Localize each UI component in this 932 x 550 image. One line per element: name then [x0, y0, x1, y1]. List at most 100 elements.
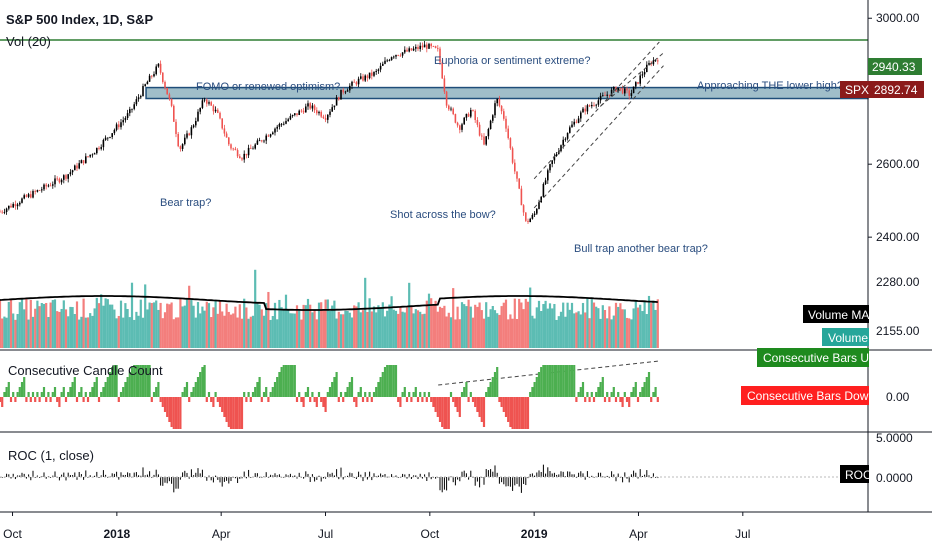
- roc-bar[interactable]: [408, 473, 410, 477]
- consecutive-bar[interactable]: [155, 387, 158, 397]
- roc-bar[interactable]: [457, 477, 459, 480]
- candle-body[interactable]: [518, 178, 520, 189]
- roc-bar[interactable]: [531, 473, 533, 477]
- volume-bar[interactable]: [31, 316, 35, 348]
- consecutive-bar[interactable]: [309, 397, 312, 402]
- candle-body[interactable]: [643, 71, 646, 75]
- volume-bar[interactable]: [619, 303, 622, 348]
- roc-bar[interactable]: [487, 470, 489, 477]
- volume-bar[interactable]: [449, 317, 453, 348]
- roc-bar[interactable]: [278, 474, 280, 477]
- candle-body[interactable]: [503, 111, 505, 119]
- roc-bar[interactable]: [468, 477, 470, 480]
- candle-body[interactable]: [307, 103, 309, 107]
- consecutive-bar[interactable]: [311, 392, 314, 397]
- volume-bar[interactable]: [592, 302, 596, 348]
- consecutive-bar[interactable]: [150, 397, 153, 402]
- consecutive-bar[interactable]: [524, 397, 527, 429]
- roc-bar[interactable]: [523, 477, 525, 484]
- candle-body[interactable]: [5, 208, 8, 212]
- volume-bar[interactable]: [159, 302, 162, 348]
- candle-body[interactable]: [417, 46, 419, 50]
- volume-bar[interactable]: [577, 311, 580, 348]
- consecutive-bar[interactable]: [29, 397, 32, 402]
- candle-body[interactable]: [104, 137, 107, 140]
- roc-bar[interactable]: [98, 477, 100, 478]
- candle-body[interactable]: [476, 120, 479, 125]
- consecutive-bar[interactable]: [537, 372, 541, 397]
- roc-bar[interactable]: [206, 477, 208, 481]
- candle-body[interactable]: [393, 56, 395, 58]
- volume-bar[interactable]: [480, 310, 483, 348]
- volume-bar[interactable]: [161, 318, 164, 348]
- volume-bar[interactable]: [368, 298, 371, 348]
- candle-body[interactable]: [461, 124, 463, 130]
- consecutive-bar[interactable]: [25, 397, 28, 402]
- consecutive-bar[interactable]: [201, 367, 204, 397]
- volume-bar[interactable]: [91, 315, 94, 348]
- candle-body[interactable]: [247, 147, 250, 156]
- consecutive-bar[interactable]: [67, 392, 70, 397]
- volume-bar[interactable]: [636, 307, 640, 348]
- roc-bar[interactable]: [611, 471, 613, 477]
- volume-bar[interactable]: [36, 300, 39, 348]
- candle-body[interactable]: [487, 129, 490, 137]
- candle-body[interactable]: [27, 194, 30, 197]
- roc-bar[interactable]: [113, 473, 115, 477]
- consecutive-bar[interactable]: [0, 397, 2, 402]
- candle-body[interactable]: [316, 110, 318, 114]
- volume-bar[interactable]: [388, 304, 391, 348]
- volume-bar[interactable]: [595, 306, 598, 348]
- roc-bar[interactable]: [217, 477, 219, 480]
- roc-bar[interactable]: [314, 477, 316, 482]
- volume-bar[interactable]: [645, 314, 648, 348]
- candle-body[interactable]: [21, 198, 23, 203]
- candle-body[interactable]: [243, 153, 245, 160]
- consecutive-bar[interactable]: [460, 392, 464, 397]
- volume-bar[interactable]: [500, 306, 503, 348]
- consecutive-bar[interactable]: [430, 397, 433, 402]
- volume-bar[interactable]: [493, 310, 497, 348]
- roc-bar[interactable]: [490, 469, 492, 477]
- consecutive-bar[interactable]: [652, 392, 655, 397]
- roc-bar[interactable]: [32, 470, 34, 477]
- roc-bar[interactable]: [129, 473, 131, 477]
- candle-body[interactable]: [52, 184, 54, 186]
- roc-bar[interactable]: [256, 473, 258, 477]
- volume-bar[interactable]: [652, 300, 655, 348]
- candle-body[interactable]: [573, 121, 575, 125]
- consecutive-bar[interactable]: [80, 387, 83, 397]
- volume-bar[interactable]: [199, 313, 202, 348]
- candle-body[interactable]: [652, 60, 655, 65]
- consecutive-bar[interactable]: [397, 397, 400, 402]
- roc-bar[interactable]: [608, 477, 610, 479]
- volume-bar[interactable]: [240, 318, 244, 348]
- volume-bar[interactable]: [108, 304, 112, 348]
- consecutive-bar[interactable]: [443, 397, 446, 429]
- roc-bar[interactable]: [223, 477, 225, 482]
- candle-body[interactable]: [126, 113, 129, 118]
- volume-bar[interactable]: [287, 310, 290, 348]
- consecutive-bar[interactable]: [152, 392, 156, 397]
- volume-bar[interactable]: [14, 319, 17, 348]
- volume-bar[interactable]: [203, 310, 206, 348]
- volume-bar[interactable]: [278, 299, 281, 348]
- roc-bar[interactable]: [14, 477, 16, 480]
- consecutive-bar[interactable]: [489, 382, 492, 397]
- candle-body[interactable]: [56, 178, 58, 180]
- roc-bar[interactable]: [292, 475, 294, 477]
- roc-bar[interactable]: [184, 470, 186, 477]
- candle-body[interactable]: [351, 81, 353, 86]
- candle-body[interactable]: [624, 88, 626, 94]
- candle-body[interactable]: [395, 54, 397, 57]
- candle-body[interactable]: [450, 108, 452, 110]
- roc-bar[interactable]: [80, 474, 82, 477]
- roc-bar[interactable]: [250, 477, 252, 478]
- volume-bar[interactable]: [608, 306, 611, 348]
- consecutive-bar[interactable]: [650, 397, 653, 402]
- volume-bar[interactable]: [124, 303, 127, 348]
- roc-bar[interactable]: [105, 474, 107, 477]
- consecutive-bar[interactable]: [513, 397, 516, 429]
- consecutive-bar[interactable]: [60, 392, 63, 397]
- roc-bar[interactable]: [298, 472, 300, 477]
